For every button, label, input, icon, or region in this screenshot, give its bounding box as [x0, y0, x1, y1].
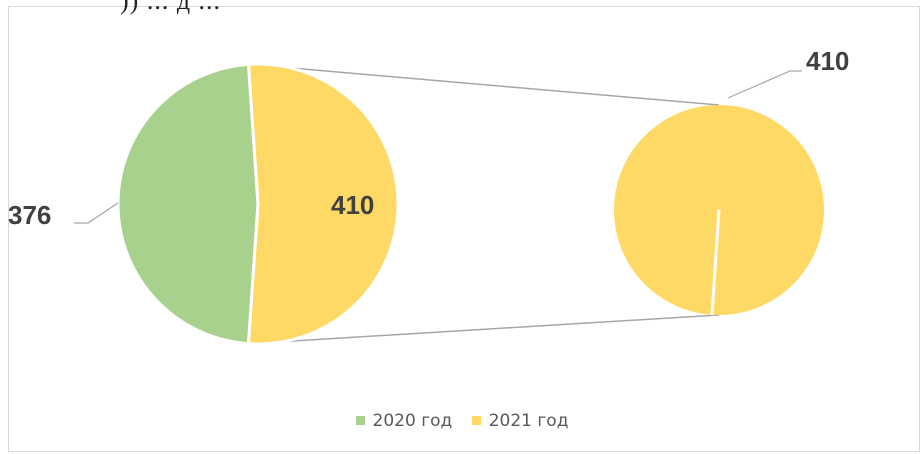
connector-line-bottom	[248, 314, 720, 345]
leader-line-410-secondary	[727, 70, 802, 99]
legend-label-2021: 2021 год	[488, 410, 569, 431]
secondary-slice-separator	[710, 209, 721, 316]
legend-item-2021: 2021 год	[471, 410, 569, 431]
pie-slice-2021	[246, 62, 400, 346]
connector-line-top	[248, 63, 720, 106]
legend-item-2020: 2020 год	[355, 410, 453, 431]
leader-line-376	[74, 202, 119, 224]
header-fragment: )) ... д ...	[120, 0, 222, 15]
connector-lines	[248, 63, 720, 345]
legend: 2020 год 2021 год	[0, 410, 924, 431]
data-label-2021: 410	[331, 190, 374, 220]
leader-lines	[74, 70, 802, 224]
secondary-pie	[614, 105, 824, 316]
legend-swatch-2020	[355, 416, 365, 425]
data-label-2020: 376	[8, 200, 51, 230]
pie-slice-2020	[116, 62, 260, 346]
data-labels: 376 410 410	[8, 46, 849, 230]
legend-swatch-2021	[471, 416, 481, 425]
main-pie	[116, 62, 400, 346]
legend-label-2020: 2020 год	[372, 410, 453, 431]
data-label-2021-secondary: 410	[806, 46, 849, 76]
